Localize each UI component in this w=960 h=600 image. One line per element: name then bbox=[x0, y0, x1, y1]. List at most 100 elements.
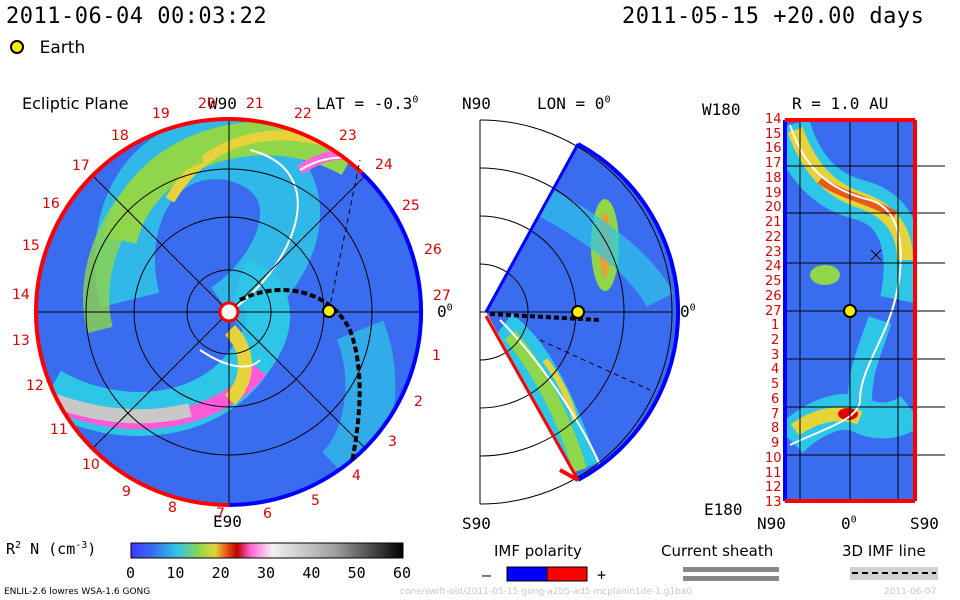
sector-label: 27 bbox=[433, 288, 451, 304]
meridional-plane-plot bbox=[479, 119, 681, 505]
sector-label: 4 bbox=[352, 468, 361, 484]
earth-legend: Earth bbox=[10, 38, 85, 58]
radial-y-label: 24 bbox=[765, 259, 782, 275]
radial-y-label: 21 bbox=[765, 215, 782, 231]
colorbar bbox=[130, 542, 404, 559]
imf-polarity-positive bbox=[546, 566, 588, 582]
radial-top-left: W180 bbox=[702, 100, 741, 119]
radial-y-label: 15 bbox=[765, 126, 782, 142]
imf-line bbox=[239, 288, 362, 463]
radial-y-label: 18 bbox=[765, 170, 782, 186]
radial-y-label: 7 bbox=[771, 406, 780, 422]
sector-label: 23 bbox=[339, 128, 357, 144]
ecliptic-plane-plot bbox=[33, 117, 424, 507]
radial-map-plot bbox=[783, 118, 945, 503]
sector-label: 14 bbox=[12, 287, 30, 303]
radial-y-label: 3 bbox=[771, 347, 780, 363]
radial-x-zero: 00 bbox=[841, 514, 857, 533]
earth-marker-ecliptic bbox=[322, 304, 336, 318]
imf-polarity-negative bbox=[506, 566, 548, 582]
sector-label: 2 bbox=[414, 394, 423, 410]
ecliptic-zero-label: 00 bbox=[437, 302, 453, 321]
earth-marker-radial bbox=[843, 304, 857, 318]
sector-label: 6 bbox=[263, 506, 272, 522]
sector-label: 16 bbox=[42, 196, 60, 212]
sun-icon bbox=[218, 301, 240, 323]
radial-x-s90: S90 bbox=[910, 514, 939, 533]
radial-x-n90: N90 bbox=[757, 514, 786, 533]
imf-minus: – bbox=[482, 566, 492, 584]
meridional-density bbox=[487, 186, 674, 478]
radial-y-label: 17 bbox=[765, 156, 782, 172]
earth-marker-meridional bbox=[571, 305, 585, 319]
colorbar-tick: 40 bbox=[302, 564, 321, 582]
sector-label: 10 bbox=[82, 457, 100, 473]
radial-y-label: 23 bbox=[765, 244, 782, 260]
radial-y-label: 12 bbox=[765, 480, 782, 496]
sector-label: 1 bbox=[432, 348, 441, 364]
meridional-bottom-label: S90 bbox=[462, 514, 491, 533]
radial-y-label: 26 bbox=[765, 288, 782, 304]
radial-bottom-left: E180 bbox=[704, 500, 743, 519]
sector-label: 26 bbox=[424, 242, 442, 258]
radial-y-label: 8 bbox=[771, 421, 780, 437]
imf-polarity-title: IMF polarity bbox=[494, 542, 582, 560]
lat-label: LAT = -0.30 bbox=[316, 94, 419, 113]
sector-label: 18 bbox=[111, 128, 129, 144]
colorbar-tick: 10 bbox=[166, 564, 185, 582]
colorbar-tick: 60 bbox=[393, 564, 412, 582]
radial-y-label: 20 bbox=[765, 200, 782, 216]
radial-y-label: 1 bbox=[771, 318, 780, 334]
sector-label: 8 bbox=[168, 500, 177, 516]
sector-label: 3 bbox=[388, 434, 397, 450]
sector-label: 17 bbox=[72, 158, 90, 174]
sector-label: 5 bbox=[311, 493, 320, 509]
imf-line-meridional bbox=[489, 312, 601, 322]
radial-y-label: 9 bbox=[771, 436, 780, 452]
lon-label: LON = 00 bbox=[537, 94, 611, 113]
current-sheath-swatch bbox=[683, 567, 779, 572]
sector-label: 19 bbox=[152, 106, 170, 122]
earth-icon bbox=[10, 40, 24, 54]
sector-label: 24 bbox=[375, 157, 393, 173]
radial-y-label: 14 bbox=[765, 112, 782, 127]
radial-y-label: 5 bbox=[771, 377, 780, 393]
ecliptic-top-label: W90 bbox=[208, 94, 237, 113]
sector-label: 22 bbox=[294, 106, 312, 122]
footer-path: cone/swift-old/2011-05-15-gong-a2b5-ad5-… bbox=[400, 587, 693, 597]
imf3d-title: 3D IMF line bbox=[842, 542, 926, 560]
radius-label: R = 1.0 AU bbox=[792, 94, 889, 113]
run-info: 2011-05-15 +20.00 days bbox=[622, 4, 925, 29]
sector-label: 11 bbox=[50, 422, 68, 438]
radial-y-label: 27 bbox=[765, 303, 782, 319]
colorbar-tick: 50 bbox=[347, 564, 366, 582]
sector-label: 20 bbox=[198, 96, 216, 112]
sector-label: 13 bbox=[12, 333, 30, 349]
earth-legend-label: Earth bbox=[39, 38, 86, 58]
ecliptic-title: Ecliptic Plane bbox=[22, 94, 129, 113]
sector-label: 25 bbox=[402, 198, 420, 214]
radial-y-label: 10 bbox=[765, 450, 782, 466]
sector-label: 7 bbox=[216, 506, 225, 522]
model-info: ENLIL-2.6 lowres WSA-1.6 GONG bbox=[4, 587, 151, 597]
current-sheath-title: Current sheath bbox=[661, 542, 774, 560]
sector-label: 15 bbox=[22, 238, 40, 254]
colorbar-label: R2 N (cm-3) bbox=[6, 540, 97, 558]
timestamp: 2011-06-04 00:03:22 bbox=[6, 4, 268, 29]
radial-y-label: 25 bbox=[765, 274, 782, 290]
ecliptic-bottom-label: E90 bbox=[213, 512, 242, 531]
radial-y-label: 11 bbox=[765, 465, 782, 481]
sector-label: 21 bbox=[246, 96, 264, 112]
colorbar-tick: 0 bbox=[126, 564, 136, 582]
radial-y-label: 16 bbox=[765, 141, 782, 157]
sector-label: 9 bbox=[122, 484, 131, 500]
radial-y-label: 22 bbox=[765, 229, 782, 245]
radial-y-label: 2 bbox=[771, 332, 780, 348]
radial-y-label: 4 bbox=[771, 362, 780, 378]
radial-y-label: 6 bbox=[771, 391, 780, 407]
meridional-top-label: N90 bbox=[462, 94, 491, 113]
imf-plus: + bbox=[597, 566, 607, 584]
meridional-zero-label: 00 bbox=[680, 302, 696, 321]
colorbar-tick: 20 bbox=[211, 564, 230, 582]
